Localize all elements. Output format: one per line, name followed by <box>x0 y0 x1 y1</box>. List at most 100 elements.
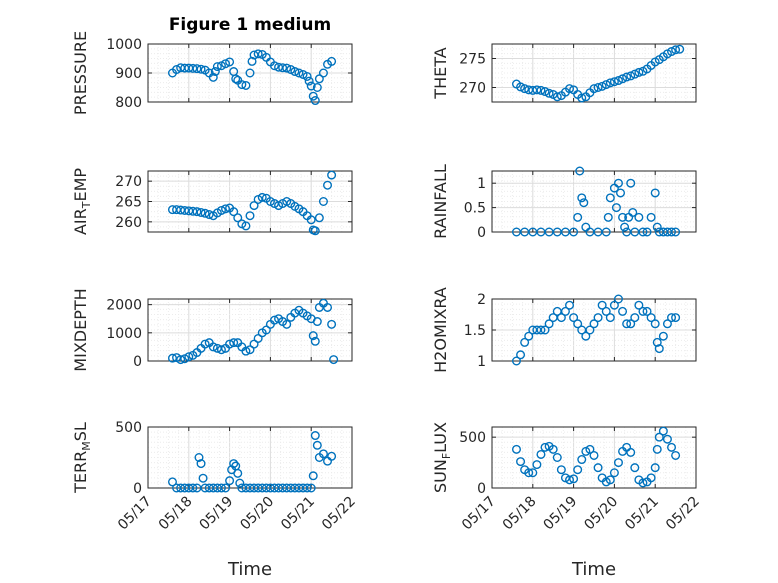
data-point <box>225 476 235 486</box>
data-point <box>544 319 554 329</box>
data-point <box>310 431 320 441</box>
y-tick-label: 500 <box>115 420 142 436</box>
data-point <box>626 447 636 457</box>
data-point <box>646 313 656 323</box>
y-tick-label: 1.5 <box>464 323 486 339</box>
data-point <box>593 82 603 92</box>
data-point <box>241 80 251 90</box>
data-point <box>231 74 241 84</box>
data-point <box>536 325 546 335</box>
data-point <box>200 339 210 349</box>
data-point <box>233 468 243 478</box>
data-point <box>646 212 656 222</box>
y-tick-label: 275 <box>459 52 486 68</box>
data-point <box>618 74 628 84</box>
data-point <box>609 468 619 478</box>
y-axis-label: TERRMSL <box>71 422 93 494</box>
x-tick-label: 05/22 <box>319 494 359 534</box>
data-point <box>577 455 587 465</box>
data-point <box>622 319 632 329</box>
data-point <box>552 92 562 102</box>
data-point <box>327 170 337 180</box>
x-tick-label: 05/20 <box>237 494 277 534</box>
data-point <box>593 463 603 473</box>
data-point <box>601 227 611 237</box>
y-axis-label: SUNFLUX <box>431 422 453 493</box>
data-point <box>671 45 681 55</box>
data-point <box>650 463 660 473</box>
data-point <box>638 478 648 488</box>
data-point <box>216 345 226 355</box>
data-point <box>229 207 239 217</box>
y-axis-label: THETA <box>431 47 450 99</box>
data-point <box>204 210 214 220</box>
data-point <box>184 352 194 362</box>
data-point <box>167 353 177 363</box>
x-axis-label: Time <box>227 559 272 580</box>
y-axis-label: H2OMIXRA <box>431 287 450 373</box>
subplot-sun-flux: 05/17 05/18 05/19 05/20 05/21 05/22 0 500 SUNFLU… <box>431 422 703 580</box>
data-point <box>194 453 204 463</box>
data-point <box>225 57 235 67</box>
data-point <box>516 457 526 467</box>
data-point <box>589 450 599 460</box>
data-point <box>225 339 235 349</box>
data-point <box>652 444 662 454</box>
data-point <box>200 208 210 218</box>
data-point <box>609 300 619 310</box>
data-point <box>532 85 542 95</box>
data-point <box>560 306 570 316</box>
data-point <box>618 212 628 222</box>
data-point <box>585 325 595 335</box>
data-point <box>237 80 247 90</box>
x-tick-label: 05/19 <box>197 494 237 534</box>
data-point <box>249 201 259 211</box>
data-point <box>662 319 672 329</box>
data-point <box>511 444 521 454</box>
data-point <box>605 78 615 88</box>
y-tick-label: 270 <box>115 174 142 190</box>
data-point <box>646 473 656 483</box>
data-point <box>540 87 550 97</box>
data-point <box>310 96 320 106</box>
data-point <box>581 331 591 341</box>
data-point <box>245 68 255 78</box>
data-point <box>667 47 677 57</box>
data-point <box>630 69 640 79</box>
data-point <box>241 221 251 231</box>
data-point <box>210 67 220 77</box>
y-tick-label: 0 <box>133 481 142 497</box>
data-point <box>605 313 615 323</box>
x-tick-label: 05/18 <box>156 494 196 534</box>
data-point <box>569 227 579 237</box>
x-tick-label: 05/18 <box>500 494 540 534</box>
y-tick-label: 1000 <box>106 37 142 53</box>
data-point <box>630 313 640 323</box>
subplot-mixdepth: 0 1000 2000 MIXDEPTH <box>71 288 353 372</box>
y-tick-label: 2000 <box>106 298 142 314</box>
x-tick-label: 05/17 <box>115 494 155 534</box>
data-point <box>597 81 607 91</box>
data-point <box>577 93 587 103</box>
data-point <box>302 483 312 493</box>
y-tick-label: 0.5 <box>464 201 486 217</box>
data-point <box>308 471 318 481</box>
data-point <box>658 331 668 341</box>
data-point <box>176 355 186 365</box>
data-point <box>310 336 320 346</box>
data-point <box>575 166 585 176</box>
x-tick-label: 05/21 <box>278 494 318 534</box>
data-point <box>593 313 603 323</box>
data-point <box>245 211 255 221</box>
data-point <box>662 434 672 444</box>
data-point <box>667 313 677 323</box>
data-point <box>642 227 652 237</box>
x-tick-label: 05/22 <box>663 494 703 534</box>
data-point <box>516 82 526 92</box>
data-point <box>312 82 322 92</box>
data-point <box>601 306 611 316</box>
data-point <box>229 338 239 348</box>
data-point <box>667 227 677 237</box>
data-point <box>671 227 681 237</box>
data-point <box>516 350 526 360</box>
